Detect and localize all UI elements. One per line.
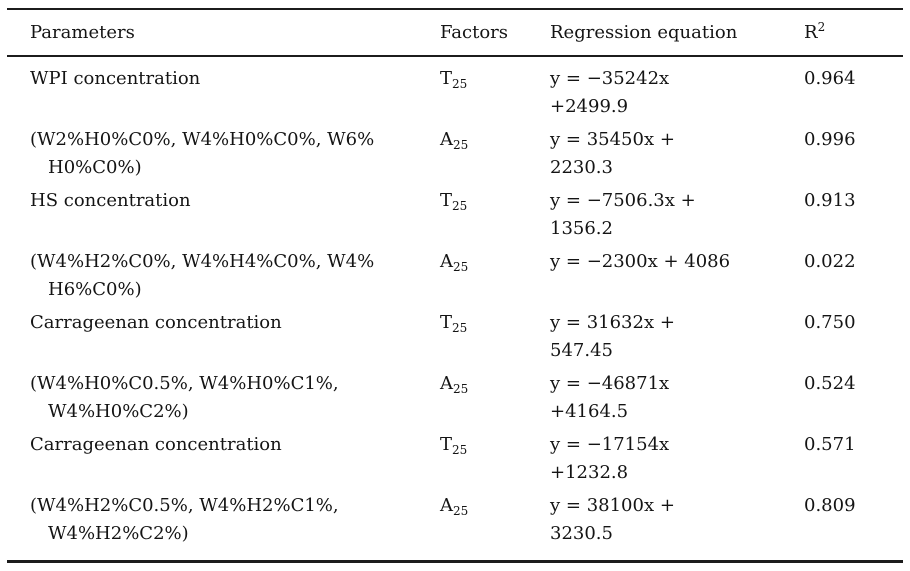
table-row: WPI concentration T25 y = −35242x +2499.… (7, 56, 903, 123)
table-row: HS concentration T25 y = −7506.3x + 1356… (7, 184, 903, 245)
equation-line-1: y = 31632x + (550, 312, 675, 333)
equation-cell: y = 38100x + 3230.5 (550, 489, 797, 562)
equation-cell: y = −46871x +4164.5 (550, 367, 797, 428)
param-line-1: Carrageenan concentration (30, 434, 282, 455)
table-row: (W4%H0%C0.5%, W4%H0%C1%, W4%H0%C2%) A25 … (7, 367, 903, 428)
param-cell: (W4%H0%C0.5%, W4%H0%C1%, W4%H0%C2%) (7, 367, 440, 428)
param-line-1: HS concentration (30, 190, 191, 211)
factor-subscript: 25 (452, 321, 468, 335)
equation-cell: y = −7506.3x + 1356.2 (550, 184, 797, 245)
table-row: (W2%H0%C0%, W4%H0%C0%, W6% H0%C0%) A25 y… (7, 123, 903, 184)
equation-cell: y = 31632x + 547.45 (550, 306, 797, 367)
param-line-1: (W4%H2%C0.5%, W4%H2%C1%, (30, 495, 339, 516)
r2-cell: 0.022 (804, 251, 856, 272)
factor-base: A (440, 251, 453, 272)
table-header-row: Parameters Factors Regression equation R… (7, 9, 903, 57)
r2-cell: 0.571 (804, 434, 856, 455)
factor-subscript: 25 (452, 199, 468, 213)
regression-table: Parameters Factors Regression equation R… (7, 8, 903, 563)
factor-subscript: 25 (453, 138, 469, 152)
equation-line-1: y = −35242x (550, 68, 670, 89)
equation-line-1: y = −46871x (550, 373, 670, 394)
factor-base: A (440, 373, 453, 394)
col-header-regression-equation: Regression equation (550, 9, 797, 57)
factor-base: A (440, 495, 453, 516)
factor-cell: A25 (440, 367, 550, 428)
equation-cell: y = 35450x + 2230.3 (550, 123, 797, 184)
factor-subscript: 25 (452, 443, 468, 457)
param-line-2: W4%H2%C2%) (48, 523, 189, 544)
r2-cell: 0.913 (804, 190, 856, 211)
table-row: Carrageenan concentration T25 y = 31632x… (7, 306, 903, 367)
equation-line-2: +2499.9 (550, 96, 629, 117)
table-row: (W4%H2%C0%, W4%H4%C0%, W4% H6%C0%) A25 y… (7, 245, 903, 306)
equation-line-2: 547.45 (550, 340, 613, 361)
factor-cell: T25 (440, 184, 550, 245)
param-cell: HS concentration (7, 184, 440, 245)
param-cell: WPI concentration (7, 56, 440, 123)
equation-cell: y = −17154x +1232.8 (550, 428, 797, 489)
r2-cell: 0.750 (804, 312, 856, 333)
param-cell: Carrageenan concentration (7, 428, 440, 489)
equation-line-1: y = 38100x + (550, 495, 675, 516)
param-cell: (W4%H2%C0.5%, W4%H2%C1%, W4%H2%C2%) (7, 489, 440, 562)
paper-page: Parameters Factors Regression equation R… (0, 8, 910, 571)
factor-subscript: 25 (453, 260, 469, 274)
factor-base: T (440, 190, 453, 211)
param-line-1: Carrageenan concentration (30, 312, 282, 333)
r2-cell: 0.964 (804, 68, 856, 89)
r-squared-exponent: 2 (817, 20, 826, 34)
equation-line-2: +4164.5 (550, 401, 629, 422)
table-row: Carrageenan concentration T25 y = −17154… (7, 428, 903, 489)
param-cell: (W2%H0%C0%, W4%H0%C0%, W6% H0%C0%) (7, 123, 440, 184)
param-cell: Carrageenan concentration (7, 306, 440, 367)
factor-subscript: 25 (453, 382, 469, 396)
factor-cell: A25 (440, 245, 550, 306)
equation-cell: y = −2300x + 4086 (550, 245, 797, 306)
factor-cell: A25 (440, 489, 550, 562)
factor-base: T (440, 68, 453, 89)
equation-line-1: y = −7506.3x + (550, 190, 696, 211)
equation-line-1: y = 35450x + (550, 129, 675, 150)
col-header-parameters: Parameters (7, 9, 440, 57)
factor-base: T (440, 312, 453, 333)
r2-cell: 0.524 (804, 373, 856, 394)
factor-base: T (440, 434, 453, 455)
param-line-1: WPI concentration (30, 68, 201, 89)
factor-subscript: 25 (452, 77, 468, 91)
table-row: (W4%H2%C0.5%, W4%H2%C1%, W4%H2%C2%) A25 … (7, 489, 903, 562)
param-line-2: H6%C0%) (48, 279, 142, 300)
factor-cell: T25 (440, 428, 550, 489)
equation-line-2: 2230.3 (550, 157, 613, 178)
factor-cell: T25 (440, 306, 550, 367)
param-line-1: (W4%H0%C0.5%, W4%H0%C1%, (30, 373, 339, 394)
factor-subscript: 25 (453, 504, 469, 518)
equation-line-2: 1356.2 (550, 218, 613, 239)
col-header-r-squared: R2 (797, 9, 903, 57)
equation-line-1: y = −17154x (550, 434, 670, 455)
param-line-2: H0%C0%) (48, 157, 142, 178)
factor-cell: T25 (440, 56, 550, 123)
factor-base: A (440, 129, 453, 150)
equation-line-2: +1232.8 (550, 462, 629, 483)
param-line-2: W4%H0%C2%) (48, 401, 189, 422)
equation-cell: y = −35242x +2499.9 (550, 56, 797, 123)
param-line-1: (W4%H2%C0%, W4%H4%C0%, W4% (30, 251, 375, 272)
r2-cell: 0.809 (804, 495, 856, 516)
factor-cell: A25 (440, 123, 550, 184)
equation-line-2: 3230.5 (550, 523, 613, 544)
col-header-factors: Factors (440, 9, 550, 57)
equation-line-1: y = −2300x + 4086 (550, 251, 731, 272)
param-line-1: (W2%H0%C0%, W4%H0%C0%, W6% (30, 129, 375, 150)
param-cell: (W4%H2%C0%, W4%H4%C0%, W4% H6%C0%) (7, 245, 440, 306)
r2-cell: 0.996 (804, 129, 856, 150)
r-squared-base: R (804, 22, 818, 43)
